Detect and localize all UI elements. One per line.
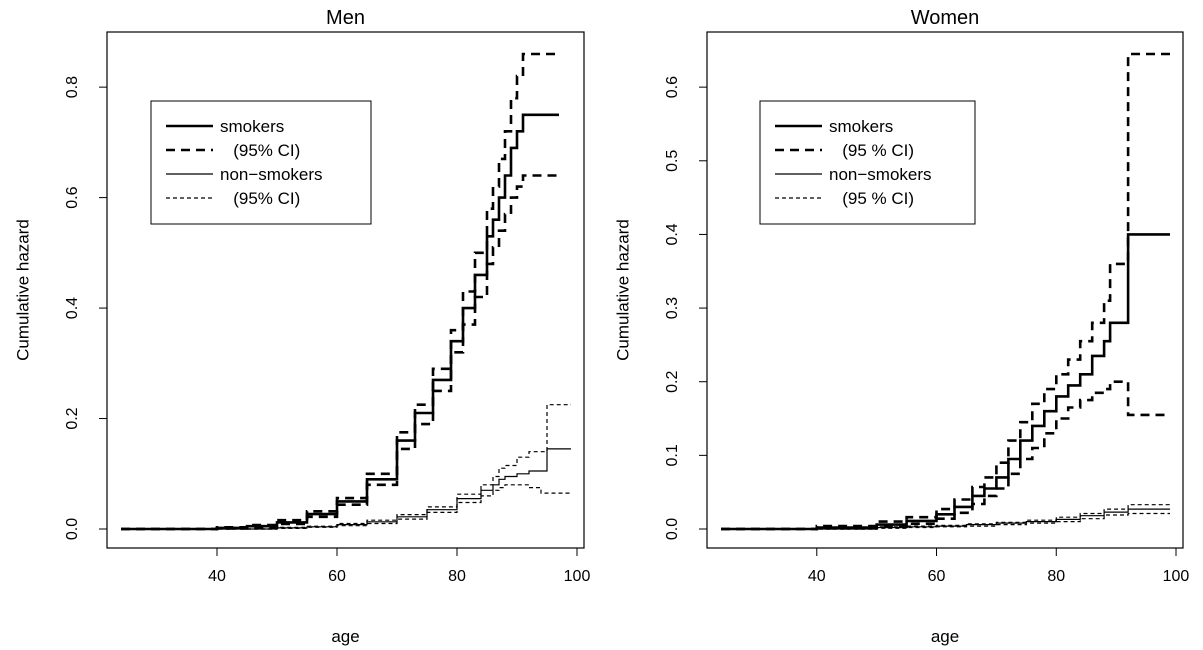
x-tick-label: 60 xyxy=(328,568,346,585)
y-tick-label: 0.8 xyxy=(64,76,81,98)
y-axis-label: Cumulative hazard xyxy=(613,219,632,361)
legend-label: (95% CI) xyxy=(220,189,300,208)
y-tick-label: 0.0 xyxy=(664,518,681,540)
legend-label: (95 % CI) xyxy=(829,141,914,160)
y-tick-label: 0.0 xyxy=(64,518,81,540)
y-axis-label: Cumulative hazard xyxy=(13,219,32,361)
y-tick-label: 0.2 xyxy=(64,407,81,429)
women-chart-panel: Women 40 60 80 100 age 0.0 0.1 0.2 0.3 0.4 0.5 0.6 Cu… xyxy=(613,7,1189,646)
legend-label: smokers xyxy=(829,117,893,136)
x-tick-label: 80 xyxy=(1047,568,1065,585)
x-axis-label: age xyxy=(931,627,959,646)
legend-label: non−smokers xyxy=(829,165,932,184)
x-tick-label: 100 xyxy=(1163,568,1190,585)
y-tick-label: 0.6 xyxy=(64,186,81,208)
y-tick-label: 0.4 xyxy=(64,297,81,319)
legend-label: smokers xyxy=(220,117,284,136)
legend-label: non−smokers xyxy=(220,165,323,184)
legend-box xyxy=(150,100,372,225)
series-5-line xyxy=(121,484,571,530)
x-tick-label: 80 xyxy=(448,568,466,585)
x-axis-label: age xyxy=(331,627,359,646)
y-tick-label: 0.4 xyxy=(664,223,681,245)
series-2-line xyxy=(121,174,559,531)
legend-box xyxy=(759,100,976,225)
x-tick-label: 60 xyxy=(928,568,946,585)
series-4-line xyxy=(721,504,1170,530)
y-tick-label: 0.5 xyxy=(664,150,681,172)
x-tick-label: 100 xyxy=(564,568,591,585)
chart-title: Men xyxy=(326,7,365,29)
series-0-line xyxy=(721,233,1170,531)
series-3-line xyxy=(121,448,571,530)
series-1-line xyxy=(121,52,559,531)
legend-label: (95% CI) xyxy=(220,141,300,160)
series-1-line xyxy=(721,52,1170,531)
legend-label: (95 % CI) xyxy=(829,189,914,208)
series-4-line xyxy=(121,404,571,530)
y-tick-label: 0.3 xyxy=(664,297,681,319)
men-chart-panel: Men 40 60 80 100 age 0.0 0.2 0.4 0.6 0.8 Cumulative… xyxy=(13,7,590,646)
series-2-line xyxy=(721,380,1170,531)
x-tick-label: 40 xyxy=(808,568,826,585)
y-tick-label: 0.2 xyxy=(664,370,681,392)
series-3-line xyxy=(721,508,1170,530)
y-tick-label: 0.6 xyxy=(664,76,681,98)
series-5-line xyxy=(721,512,1170,530)
x-tick-label: 40 xyxy=(208,568,226,585)
chart-title: Women xyxy=(911,7,980,29)
y-tick-label: 0.1 xyxy=(664,444,681,466)
